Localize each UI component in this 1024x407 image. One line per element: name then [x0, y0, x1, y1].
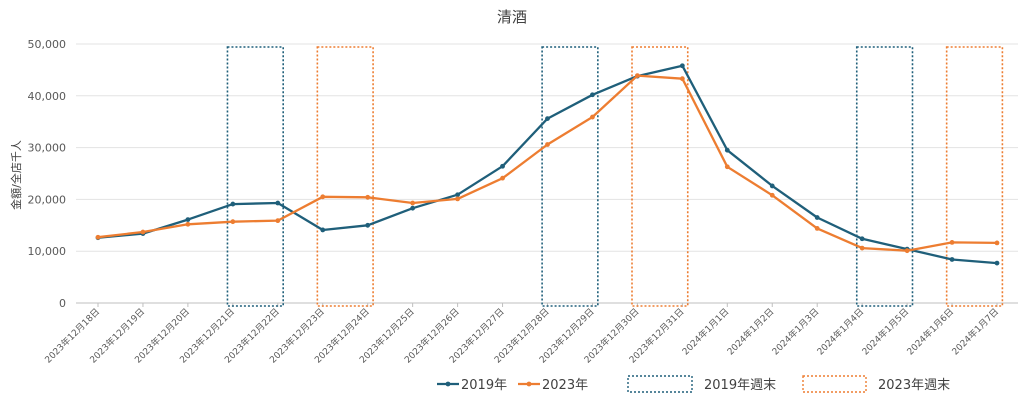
- data-point: [590, 114, 595, 120]
- weekend-box: [945, 46, 1004, 307]
- weekend-box: [316, 46, 374, 307]
- legend-label: 2023年: [542, 378, 588, 393]
- legend-label: 2023年週末: [878, 378, 950, 393]
- x-tick-label: 2024年1月6日: [904, 306, 956, 358]
- data-point: [185, 217, 191, 223]
- data-point: [679, 76, 685, 82]
- legend-box-swatch: [627, 375, 693, 393]
- data-point: [185, 221, 191, 227]
- data-point: [590, 92, 595, 98]
- gridlines: [76, 43, 1018, 307]
- legend-label: 2019年週末: [704, 378, 776, 393]
- y-axis-label: 金額/全店千人: [9, 140, 23, 210]
- data-point: [500, 175, 505, 181]
- x-tick-label: 2024年1月4日: [814, 306, 866, 358]
- y-tick-label: 50,000: [28, 38, 67, 51]
- data-point: [904, 248, 910, 254]
- x-tick-label: 2024年1月2日: [724, 306, 776, 358]
- weekend-boxes: [226, 46, 1004, 307]
- data-point: [365, 194, 371, 200]
- data-point: [275, 200, 281, 206]
- legend-label: 2019年: [461, 378, 507, 393]
- legend-box-swatch: [802, 375, 867, 393]
- series-lines: [95, 63, 1000, 266]
- data-point: [994, 240, 1000, 246]
- data-point: [545, 116, 550, 121]
- data-point: [410, 205, 416, 211]
- data-point: [320, 227, 326, 233]
- data-point: [365, 222, 371, 228]
- data-point: [545, 142, 550, 147]
- legend-marker: [526, 381, 532, 387]
- data-point: [95, 234, 101, 240]
- x-tick-label: 2024年1月5日: [859, 306, 911, 358]
- data-point: [455, 192, 460, 198]
- data-point: [635, 73, 640, 78]
- weekend-box: [226, 46, 284, 307]
- data-point: [724, 164, 730, 170]
- data-point: [410, 200, 416, 206]
- y-tick-label: 0: [59, 297, 66, 310]
- chart-title: 清酒: [497, 8, 527, 26]
- data-point: [230, 219, 236, 225]
- weekend-box: [541, 46, 599, 307]
- y-tick-label: 30,000: [28, 142, 67, 155]
- series-line: [97, 74, 998, 252]
- legend-marker: [445, 381, 451, 387]
- x-tick-labels: 2023年12月18日2023年12月19日2023年12月20日2023年12…: [42, 306, 1001, 366]
- data-point: [994, 260, 1000, 266]
- data-point: [275, 218, 281, 224]
- weekend-box: [631, 46, 689, 307]
- data-point: [455, 196, 460, 202]
- data-point: [140, 229, 146, 235]
- y-tick-labels: 0 10,000 20,000 30,000 40,000 50,000: [28, 38, 67, 310]
- y-tick-label: 10,000: [28, 245, 67, 258]
- data-point: [949, 257, 955, 262]
- y-tick-label: 40,000: [28, 90, 67, 103]
- data-point: [949, 239, 955, 245]
- data-point: [859, 245, 865, 251]
- data-point: [769, 192, 775, 198]
- x-tick-label: 2024年1月7日: [949, 306, 1001, 358]
- data-point: [769, 183, 775, 189]
- data-point: [814, 226, 820, 231]
- data-point: [320, 194, 326, 200]
- x-tick-label: 2024年1月1日: [680, 306, 732, 358]
- weekend-box: [855, 46, 914, 307]
- data-point: [859, 236, 865, 242]
- x-tick-label: 2024年1月3日: [769, 306, 821, 358]
- y-tick-label: 20,000: [28, 193, 67, 206]
- legend: 2019年 2023年 2019年週末 2023年週末: [437, 375, 950, 393]
- data-point: [724, 147, 730, 153]
- data-point: [679, 63, 685, 69]
- data-point: [230, 201, 236, 207]
- data-point: [500, 163, 505, 169]
- data-point: [814, 215, 820, 220]
